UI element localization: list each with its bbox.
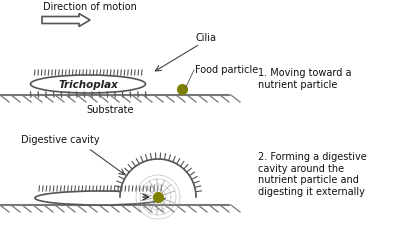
Polygon shape xyxy=(120,159,196,197)
Text: 1. Moving toward a
nutrient particle: 1. Moving toward a nutrient particle xyxy=(258,68,352,90)
Text: 2. Forming a digestive
cavity around the
nutrient particle and
digesting it exte: 2. Forming a digestive cavity around the… xyxy=(258,152,367,197)
Ellipse shape xyxy=(30,75,146,93)
Text: Direction of motion: Direction of motion xyxy=(43,2,137,12)
Text: Trichoplax: Trichoplax xyxy=(58,80,118,90)
Text: Digestive cavity: Digestive cavity xyxy=(21,135,99,145)
Text: Cilia: Cilia xyxy=(195,33,216,43)
Text: Substrate: Substrate xyxy=(86,105,134,115)
Ellipse shape xyxy=(35,191,165,205)
FancyArrow shape xyxy=(42,14,90,27)
Text: Food particle: Food particle xyxy=(195,65,258,75)
